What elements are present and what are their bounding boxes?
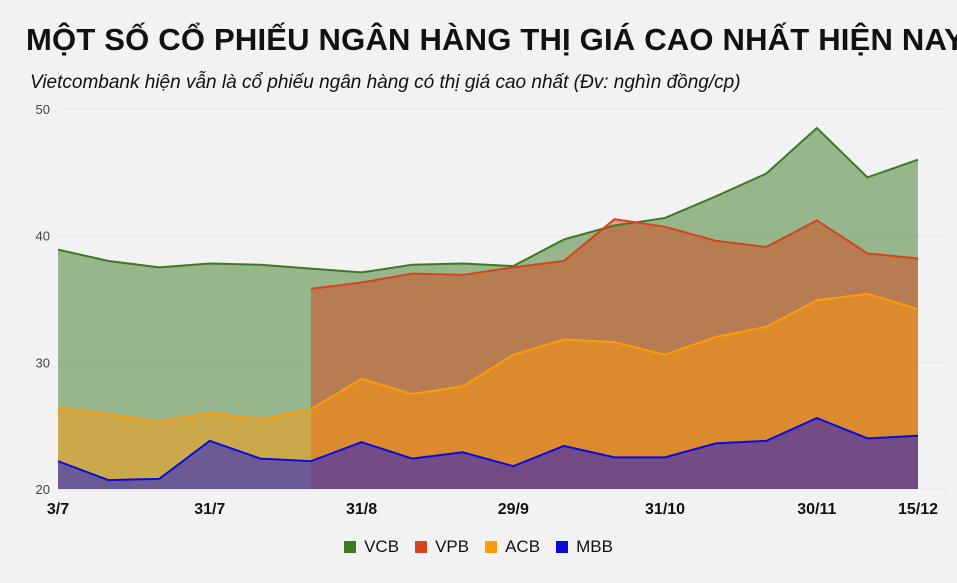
legend-swatch bbox=[556, 541, 569, 553]
legend-label: MBB bbox=[576, 537, 613, 556]
legend-label: ACB bbox=[505, 537, 541, 556]
x-tick-label: 30/11 bbox=[797, 501, 836, 518]
x-tick-label: 31/7 bbox=[194, 501, 225, 518]
x-tick-label: 15/12 bbox=[898, 501, 938, 518]
y-tick-label: 20 bbox=[36, 482, 50, 497]
legend: VCB VPB ACB MBB bbox=[0, 537, 957, 557]
legend-label: VCB bbox=[364, 537, 400, 556]
area-mbb bbox=[58, 418, 918, 489]
legend-item-mbb[interactable]: MBB bbox=[556, 537, 613, 557]
x-tick-label: 31/8 bbox=[346, 501, 377, 518]
legend-label: VPB bbox=[435, 537, 470, 556]
chart-title: MỘT SỐ CỔ PHIẾU NGÂN HÀNG THỊ GIÁ CAO NH… bbox=[26, 22, 957, 57]
legend-swatch bbox=[415, 541, 428, 553]
x-tick-label: 29/9 bbox=[498, 501, 529, 518]
legend-item-acb[interactable]: ACB bbox=[485, 537, 540, 557]
x-tick-label: 3/7 bbox=[47, 501, 69, 518]
legend-item-vcb[interactable]: VCB bbox=[344, 537, 399, 557]
chart-subtitle: Vietcombank hiện vẫn là cổ phiếu ngân hà… bbox=[30, 72, 741, 93]
area-acb bbox=[58, 293, 918, 489]
y-tick-label: 50 bbox=[36, 102, 50, 117]
legend-item-vpb[interactable]: VPB bbox=[415, 537, 469, 557]
x-tick-label: 31/10 bbox=[645, 501, 685, 518]
y-tick-label: 40 bbox=[36, 229, 50, 244]
legend-swatch bbox=[344, 541, 357, 553]
line-vpb bbox=[310, 218, 919, 290]
y-tick-label: 30 bbox=[36, 355, 50, 370]
line-acb bbox=[57, 292, 919, 423]
line-vcb bbox=[57, 126, 919, 274]
line-mbb bbox=[57, 416, 919, 482]
legend-swatch bbox=[485, 541, 498, 553]
